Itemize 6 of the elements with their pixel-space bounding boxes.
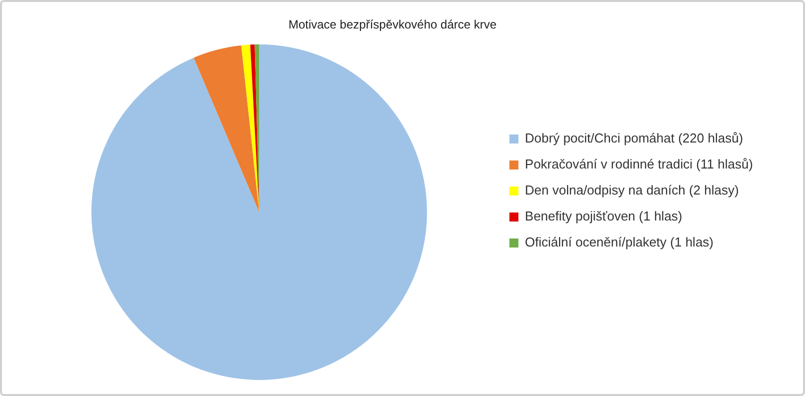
legend-label: Oficiální ocenění/plakety (1 hlas) — [524, 234, 714, 250]
legend-label: Pokračování v rodinné tradici (11 hlasů) — [524, 156, 754, 172]
chart-title: Motivace bezpříspěvkového dárce krve — [288, 18, 497, 32]
legend-label: Dobrý pocit/Chci pomáhat (220 hlasů) — [524, 130, 744, 146]
legend-label: Den volna/odpisy na daních (2 hlasy) — [524, 182, 739, 198]
legend-label: Benefity pojišťoven (1 hlas) — [524, 208, 682, 224]
